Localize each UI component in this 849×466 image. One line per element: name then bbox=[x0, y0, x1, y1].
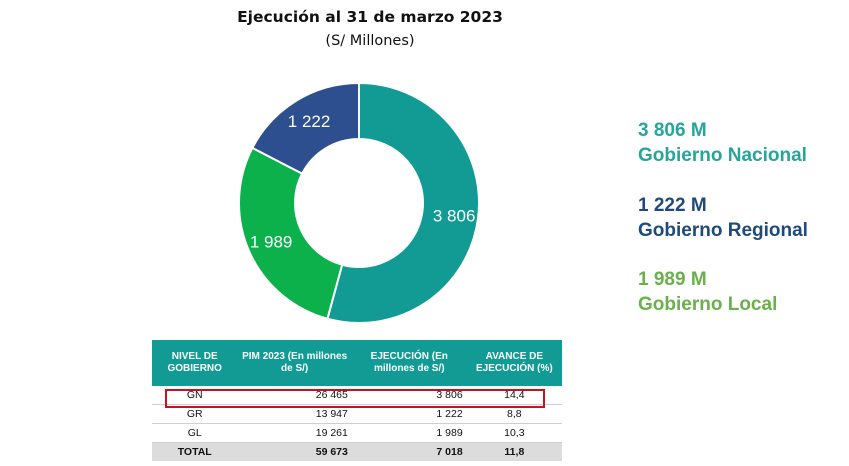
legend-label: Gobierno Regional bbox=[638, 220, 808, 241]
chart-title: Ejecución al 31 de marzo 2023 bbox=[237, 8, 503, 26]
legend-entry-local: 1 989 M Gobierno Local bbox=[638, 267, 777, 317]
donut-slice-gobierno-nacional bbox=[326, 81, 480, 324]
legend-entry-nacional: 3 806 M Gobierno Nacional bbox=[638, 118, 807, 168]
cell-nivel: TOTAL bbox=[152, 442, 238, 461]
donut-slice-label: 3 806 bbox=[433, 207, 476, 226]
donut-slice-label: 1 989 bbox=[250, 233, 293, 252]
cell-pim: 19 261 bbox=[237, 423, 352, 443]
cell-avance: 10,3 bbox=[466, 423, 562, 443]
cell-ejecucion: 1 222 bbox=[351, 404, 467, 424]
cell-pim: 59 673 bbox=[237, 442, 352, 461]
execution-table: NIVEL DE GOBIERNO PIM 2023 (En millones … bbox=[152, 340, 562, 461]
legend-value: 1 989 M bbox=[638, 269, 707, 290]
chart-subtitle: (S/ Millones) bbox=[325, 33, 415, 49]
cell-nivel: GR bbox=[152, 404, 238, 424]
cell-pim: 13 947 bbox=[237, 404, 352, 424]
cell-ejecucion: 7 018 bbox=[351, 442, 467, 461]
donut-slice-label: 1 222 bbox=[288, 112, 331, 131]
gn-row-highlight bbox=[165, 389, 545, 408]
header-nivel: NIVEL DE GOBIERNO bbox=[152, 340, 238, 386]
cell-ejecucion: 1 989 bbox=[351, 423, 467, 443]
donut-slice-gobierno-regional bbox=[251, 81, 360, 175]
header-avance: AVANCE DE EJECUCIÓN (%) bbox=[466, 340, 562, 386]
legend-value: 1 222 M bbox=[638, 195, 707, 216]
legend-label: Gobierno Local bbox=[638, 294, 778, 315]
legend-value: 3 806 M bbox=[638, 120, 707, 141]
cell-nivel: GL bbox=[152, 423, 238, 443]
table-row: GR 13 947 1 222 8,8 bbox=[152, 404, 562, 424]
cell-avance: 11,8 bbox=[466, 442, 562, 461]
legend-label: Gobierno Nacional bbox=[638, 145, 807, 166]
table-total-row: TOTAL 59 673 7 018 11,8 bbox=[152, 442, 562, 461]
header-pim: PIM 2023 (En millones de S/) bbox=[237, 340, 352, 386]
table-header-row: NIVEL DE GOBIERNO PIM 2023 (En millones … bbox=[152, 340, 562, 386]
table-row: GL 19 261 1 989 10,3 bbox=[152, 423, 562, 443]
cell-avance: 8,8 bbox=[466, 404, 562, 424]
legend-entry-regional: 1 222 M Gobierno Regional bbox=[638, 193, 808, 243]
donut-slice-gobierno-local bbox=[238, 146, 344, 320]
header-ejecucion: EJECUCIÓN (En millones de S/) bbox=[351, 340, 467, 386]
